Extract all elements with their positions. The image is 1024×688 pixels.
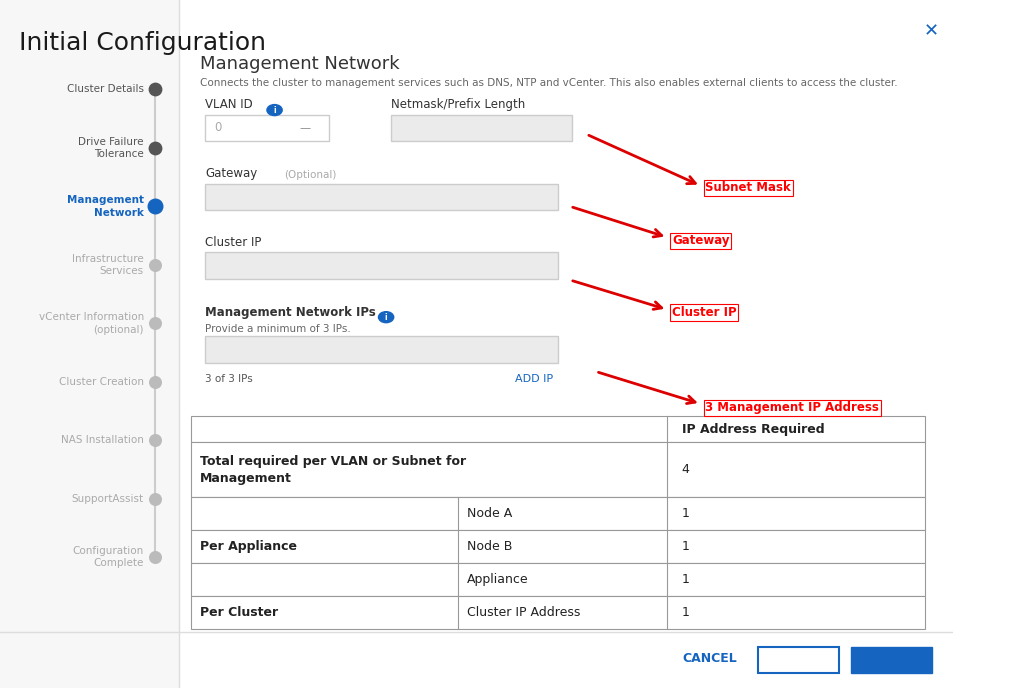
FancyBboxPatch shape	[190, 530, 925, 563]
Text: —: —	[299, 123, 310, 133]
Text: Node B: Node B	[467, 540, 512, 553]
FancyBboxPatch shape	[190, 563, 925, 596]
Text: Cluster IP: Cluster IP	[672, 306, 736, 319]
Text: NEXT: NEXT	[873, 654, 911, 666]
FancyBboxPatch shape	[205, 252, 558, 279]
Text: Cluster IP: Cluster IP	[205, 236, 261, 249]
Text: ADD IP: ADD IP	[515, 374, 553, 384]
Text: BACK: BACK	[780, 654, 818, 666]
Text: Infrastructure
Services: Infrastructure Services	[73, 254, 144, 276]
FancyBboxPatch shape	[190, 416, 925, 442]
Text: VLAN ID: VLAN ID	[205, 98, 253, 111]
Text: Management Network IPs: Management Network IPs	[205, 305, 376, 319]
Text: Appliance: Appliance	[467, 573, 528, 586]
Point	[147, 435, 164, 446]
Text: 4: 4	[682, 463, 689, 476]
Circle shape	[379, 312, 393, 323]
Text: Subnet Mask: Subnet Mask	[706, 182, 792, 194]
Point	[147, 84, 164, 95]
Text: (Optional): (Optional)	[284, 170, 337, 180]
Point	[147, 376, 164, 387]
Text: Management
Network: Management Network	[67, 195, 144, 217]
Circle shape	[267, 105, 283, 116]
Text: Gateway: Gateway	[205, 167, 257, 180]
Point	[147, 552, 164, 563]
Text: Per Cluster: Per Cluster	[201, 606, 279, 619]
Text: Netmask/Prefix Length: Netmask/Prefix Length	[391, 98, 525, 111]
FancyBboxPatch shape	[190, 497, 925, 530]
FancyBboxPatch shape	[0, 0, 179, 688]
FancyBboxPatch shape	[758, 647, 839, 673]
Text: 3 of 3 IPs: 3 of 3 IPs	[205, 374, 253, 384]
Text: Total required per VLAN or Subnet for
Management: Total required per VLAN or Subnet for Ma…	[201, 455, 466, 484]
Text: SupportAssist: SupportAssist	[72, 494, 144, 504]
FancyBboxPatch shape	[391, 115, 572, 141]
FancyBboxPatch shape	[190, 596, 925, 629]
Point	[147, 142, 164, 153]
Text: Initial Configuration: Initial Configuration	[19, 31, 266, 55]
Text: 1: 1	[682, 606, 689, 619]
Text: Provide a minimum of 3 IPs.: Provide a minimum of 3 IPs.	[205, 323, 350, 334]
Text: 1: 1	[682, 540, 689, 553]
Text: Drive Failure
Tolerance: Drive Failure Tolerance	[79, 137, 144, 159]
Point	[147, 201, 164, 212]
Text: 1: 1	[682, 507, 689, 520]
Text: 0: 0	[214, 122, 222, 134]
Text: Cluster Creation: Cluster Creation	[59, 377, 144, 387]
Text: CANCEL: CANCEL	[683, 652, 737, 665]
Point	[147, 493, 164, 504]
Text: Connects the cluster to management services such as DNS, NTP and vCenter. This a: Connects the cluster to management servi…	[201, 78, 898, 88]
Text: IP Address Required: IP Address Required	[682, 423, 824, 436]
Text: Configuration
Complete: Configuration Complete	[73, 546, 144, 568]
Text: vCenter Information
(optional): vCenter Information (optional)	[39, 312, 144, 334]
Text: ✕: ✕	[924, 22, 939, 40]
Text: NAS Installation: NAS Installation	[61, 436, 144, 445]
FancyBboxPatch shape	[851, 647, 932, 673]
Text: 1: 1	[682, 573, 689, 586]
Text: Gateway: Gateway	[672, 235, 729, 247]
Text: Cluster IP Address: Cluster IP Address	[467, 606, 581, 619]
Point	[147, 259, 164, 270]
FancyBboxPatch shape	[190, 442, 925, 497]
Text: i: i	[273, 105, 275, 115]
Text: Management Network: Management Network	[201, 55, 399, 73]
Point	[147, 318, 164, 329]
Text: 3 Management IP Address: 3 Management IP Address	[706, 402, 880, 414]
Text: Node A: Node A	[467, 507, 512, 520]
FancyBboxPatch shape	[205, 115, 329, 141]
Text: Per Appliance: Per Appliance	[201, 540, 297, 553]
FancyBboxPatch shape	[205, 336, 558, 363]
Text: Cluster Details: Cluster Details	[67, 85, 144, 94]
FancyBboxPatch shape	[205, 184, 558, 210]
Text: i: i	[385, 312, 387, 322]
